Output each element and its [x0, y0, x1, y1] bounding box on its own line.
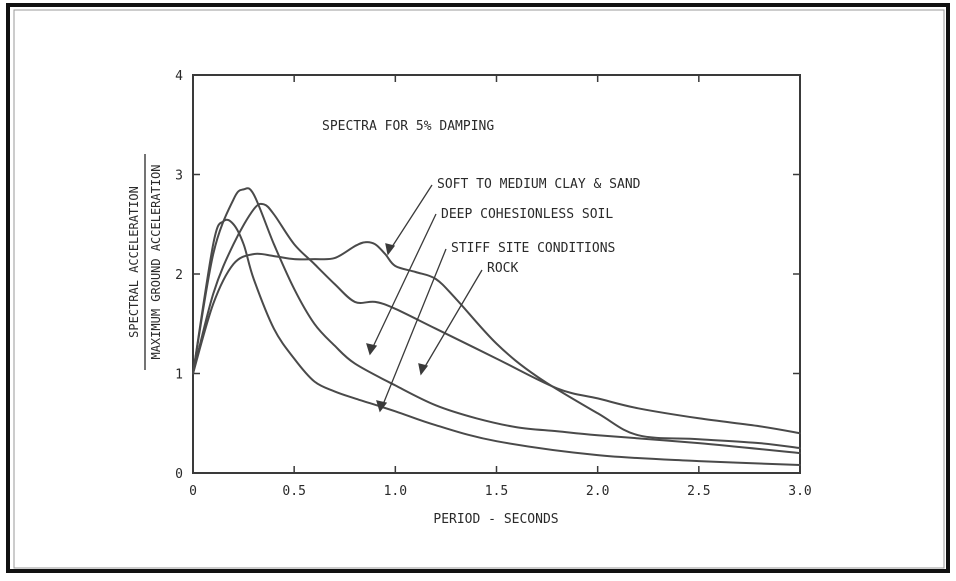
annotation-arrows — [366, 184, 483, 413]
page-border — [6, 3, 950, 573]
arrowhead-stiff-site — [376, 400, 388, 413]
chart-title: SPECTRA FOR 5% DAMPING — [322, 119, 494, 134]
annotation-rock: ROCK — [487, 261, 518, 276]
x-tick-label: 0 — [189, 484, 197, 499]
y-axis-label-numerator: SPECTRAL ACCELERATION — [127, 186, 141, 338]
x-tick-label: 1.0 — [384, 484, 407, 499]
page-inner-edge — [13, 9, 945, 569]
y-axis-label-denominator: MAXIMUM GROUND ACCELERATION — [149, 164, 163, 359]
arrowhead-soft-clay-sand — [385, 243, 396, 256]
y-tick-label: 2 — [175, 268, 183, 283]
arrowhead-deep-cohesionless — [366, 343, 378, 356]
series-line-rock — [192, 218, 801, 466]
y-tick-label: 0 — [175, 467, 183, 482]
series-line-deep-cohesionless-soil — [192, 202, 801, 435]
series-line-soft-to-medium-clay-sand — [192, 241, 801, 450]
x-tick-label: 3.0 — [788, 484, 811, 499]
arrow-soft-clay-sand — [389, 184, 433, 251]
arrowhead-rock — [418, 363, 429, 376]
arrow-stiff-site — [381, 248, 447, 408]
arrow-rock — [422, 269, 483, 371]
x-tick-label: 0.5 — [282, 484, 305, 499]
annotation-soft-clay-sand: SOFT TO MEDIUM CLAY & SAND — [437, 177, 641, 192]
annotation-stiff-site: STIFF SITE CONDITIONS — [451, 241, 615, 256]
y-tick-label: 4 — [175, 69, 183, 84]
y-axis-label: SPECTRAL ACCELERATION MAXIMUM GROUND ACC… — [127, 154, 163, 370]
x-axis-label: PERIOD - SECONDS — [433, 512, 558, 527]
x-tick-label: 2.0 — [586, 484, 609, 499]
x-tick-label: 2.5 — [687, 484, 710, 499]
annotation-deep-cohesionless: DEEP COHESIONLESS SOIL — [441, 207, 613, 222]
series-line-stiff-site-conditions — [192, 187, 801, 455]
x-tick-label: 1.5 — [485, 484, 508, 499]
y-tick-label: 1 — [175, 368, 183, 383]
arrow-deep-cohesionless — [371, 213, 437, 350]
y-tick-label: 3 — [175, 169, 183, 184]
